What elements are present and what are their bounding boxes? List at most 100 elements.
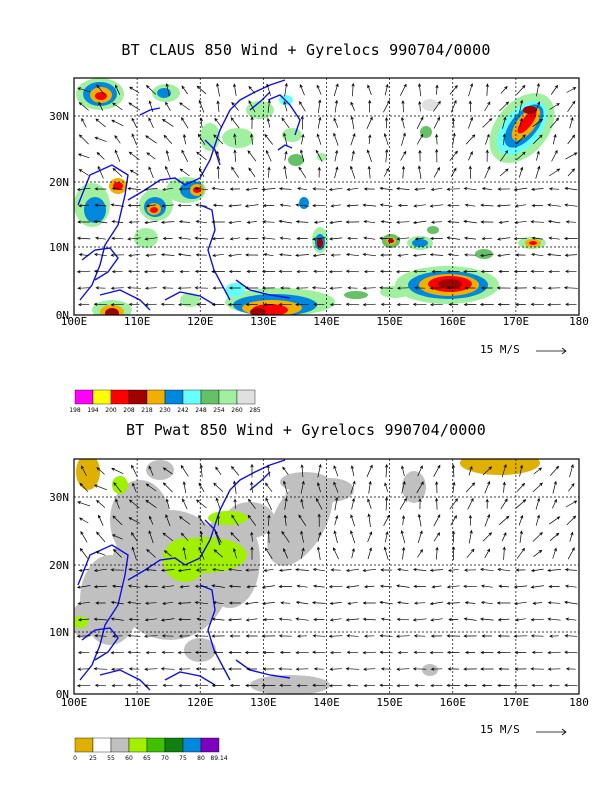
wind-arrow: [346, 187, 359, 192]
wind-arrow: [535, 165, 541, 179]
wind-arrow: [250, 481, 254, 493]
bottom-panel-pwat-fill: [74, 459, 540, 694]
vector-ref-arrow: [536, 728, 567, 736]
wind-arrow: [250, 531, 254, 542]
wind-arrow: [367, 547, 373, 560]
wind-arrow: [463, 269, 477, 274]
wind-arrow: [384, 463, 389, 478]
wind-arrow: [547, 667, 561, 671]
wind-arrow: [484, 165, 491, 179]
wind-arrow: [480, 253, 494, 258]
wind-arrow: [265, 497, 273, 510]
wind-arrow: [450, 514, 457, 526]
wind-arrow: [211, 220, 225, 224]
wind-arrow: [161, 118, 174, 127]
lon-tick-label: 180: [569, 315, 589, 328]
wind-arrow: [513, 237, 528, 241]
wind-arrow: [514, 650, 527, 655]
wind-arrow: [548, 683, 560, 688]
wind-arrow: [261, 236, 276, 240]
wind-arrow: [132, 482, 137, 492]
wind-arrow: [213, 134, 224, 145]
wind-arrow: [519, 117, 523, 128]
wind-arrow: [213, 549, 223, 558]
wind-arrow: [385, 148, 389, 163]
wind-arrow: [347, 601, 358, 605]
wind-arrow: [547, 617, 561, 621]
wind-arrow: [345, 269, 360, 273]
wind-arrow: [162, 532, 174, 542]
wind-arrow: [400, 116, 405, 129]
wind-arrow: [362, 651, 377, 655]
map-frame: [73, 458, 580, 695]
wind-arrow: [379, 286, 393, 290]
wind-arrow: [313, 667, 324, 671]
wind-arrow: [128, 253, 140, 258]
colorbar-swatch: [164, 737, 184, 753]
wind-arrow: [233, 498, 237, 509]
lon-tick-label: 160E: [440, 315, 467, 328]
wind-arrow: [402, 546, 406, 560]
wind-arrow: [128, 617, 140, 622]
wind-arrow: [77, 501, 91, 507]
wind-arrow: [396, 220, 410, 224]
wind-arrow: [519, 530, 523, 543]
wind-arrow: [431, 585, 442, 589]
wind-arrow: [245, 618, 258, 622]
wind-arrow: [362, 601, 376, 605]
wind-arrow: [565, 500, 578, 508]
wind-arrow: [430, 187, 443, 192]
coastline: [127, 459, 286, 581]
wind-arrow: [96, 499, 106, 508]
wind-arrow: [76, 634, 91, 638]
wind-arrow: [417, 530, 423, 544]
wind-arrow: [279, 683, 292, 688]
wind-arrow: [244, 204, 259, 208]
wind-arrow: [384, 83, 389, 96]
wind-arrow: [284, 497, 288, 510]
wind-arrow: [144, 220, 158, 225]
wind-arrow: [178, 617, 191, 622]
colorbar-label: 254: [213, 407, 225, 414]
wind-arrow: [396, 667, 410, 671]
wind-arrow: [317, 531, 322, 542]
colorbar-swatch: [128, 737, 148, 753]
wind-arrow: [93, 568, 107, 573]
wind-arrow: [178, 220, 191, 224]
wind-arrow: [211, 302, 225, 307]
wind-arrow: [128, 151, 140, 161]
wind-arrow: [498, 269, 509, 274]
wind-arrow: [300, 530, 304, 543]
wind-arrow: [412, 253, 427, 257]
wind-arrow: [384, 116, 389, 129]
wind-arrow: [384, 496, 389, 511]
wind-arrow: [145, 85, 157, 95]
wind-arrow: [143, 270, 158, 274]
wind-arrow: [430, 683, 443, 688]
wind-arrow: [412, 220, 427, 225]
wind-arrow: [127, 269, 141, 274]
wind-arrow: [128, 667, 140, 671]
wind-arrow: [530, 269, 545, 274]
wind-arrow: [161, 269, 175, 274]
wind-arrow: [148, 117, 154, 129]
wind-arrow: [297, 187, 308, 191]
wind-arrow: [246, 220, 257, 224]
wind-arrow: [248, 85, 256, 94]
wind-arrow: [548, 516, 561, 525]
wind-arrow: [532, 286, 543, 290]
wind-arrow: [196, 499, 207, 509]
wind-arrow: [533, 467, 543, 475]
wind-arrow: [261, 634, 276, 638]
wind-arrow: [329, 618, 342, 622]
wind-arrow: [516, 482, 526, 492]
wind-arrow: [198, 167, 205, 177]
wind-arrow: [350, 465, 355, 477]
wind-arrow: [333, 481, 339, 493]
wind-arrow: [429, 253, 444, 257]
wind-arrow: [282, 480, 288, 494]
wind-arrow: [299, 84, 305, 96]
wind-arrow: [547, 650, 561, 655]
wind-arrow: [78, 517, 89, 524]
